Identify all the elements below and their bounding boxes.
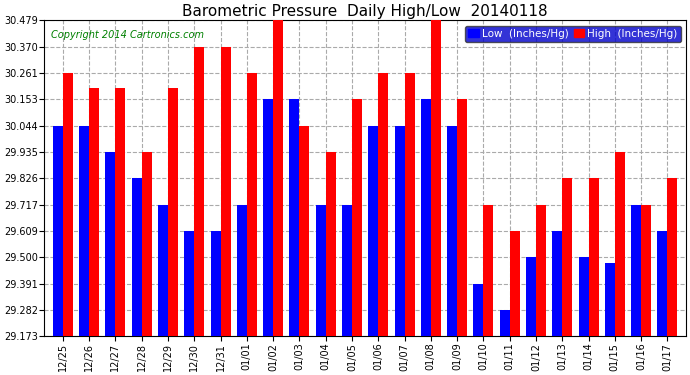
Bar (473, 284, 484, 336)
Bar (579, 257, 589, 336)
Bar (589, 178, 598, 336)
Bar (378, 73, 388, 336)
Bar (431, 20, 441, 336)
Bar (658, 231, 667, 336)
Bar (141, 152, 152, 336)
Bar (299, 126, 309, 336)
Bar (158, 205, 168, 336)
Bar (457, 99, 467, 336)
Bar (447, 126, 457, 336)
Title: Barometric Pressure  Daily High/Low  20140118: Barometric Pressure Daily High/Low 20140… (182, 4, 548, 19)
Bar (500, 310, 510, 336)
Bar (510, 231, 520, 336)
Bar (289, 99, 299, 336)
Bar (352, 99, 362, 336)
Bar (326, 152, 335, 336)
Bar (605, 262, 615, 336)
Bar (273, 20, 283, 336)
Bar (484, 205, 493, 336)
Bar (184, 231, 195, 336)
Bar (63, 73, 73, 336)
Bar (562, 178, 572, 336)
Legend: Low  (Inches/Hg), High  (Inches/Hg): Low (Inches/Hg), High (Inches/Hg) (465, 26, 680, 42)
Bar (552, 231, 562, 336)
Bar (615, 152, 625, 336)
Bar (53, 126, 63, 336)
Bar (263, 99, 273, 336)
Bar (210, 231, 221, 336)
Bar (536, 205, 546, 336)
Bar (168, 88, 178, 336)
Bar (342, 205, 352, 336)
Bar (195, 47, 204, 336)
Bar (115, 88, 126, 336)
Bar (631, 205, 641, 336)
Bar (247, 73, 257, 336)
Text: Copyright 2014 Cartronics.com: Copyright 2014 Cartronics.com (51, 30, 204, 40)
Bar (89, 88, 99, 336)
Bar (404, 73, 415, 336)
Bar (368, 126, 378, 336)
Bar (316, 205, 326, 336)
Bar (221, 47, 230, 336)
Bar (132, 178, 141, 336)
Bar (421, 99, 431, 336)
Bar (106, 152, 115, 336)
Bar (526, 257, 536, 336)
Bar (237, 205, 247, 336)
Bar (667, 178, 678, 336)
Bar (395, 126, 404, 336)
Bar (79, 126, 89, 336)
Bar (641, 205, 651, 336)
